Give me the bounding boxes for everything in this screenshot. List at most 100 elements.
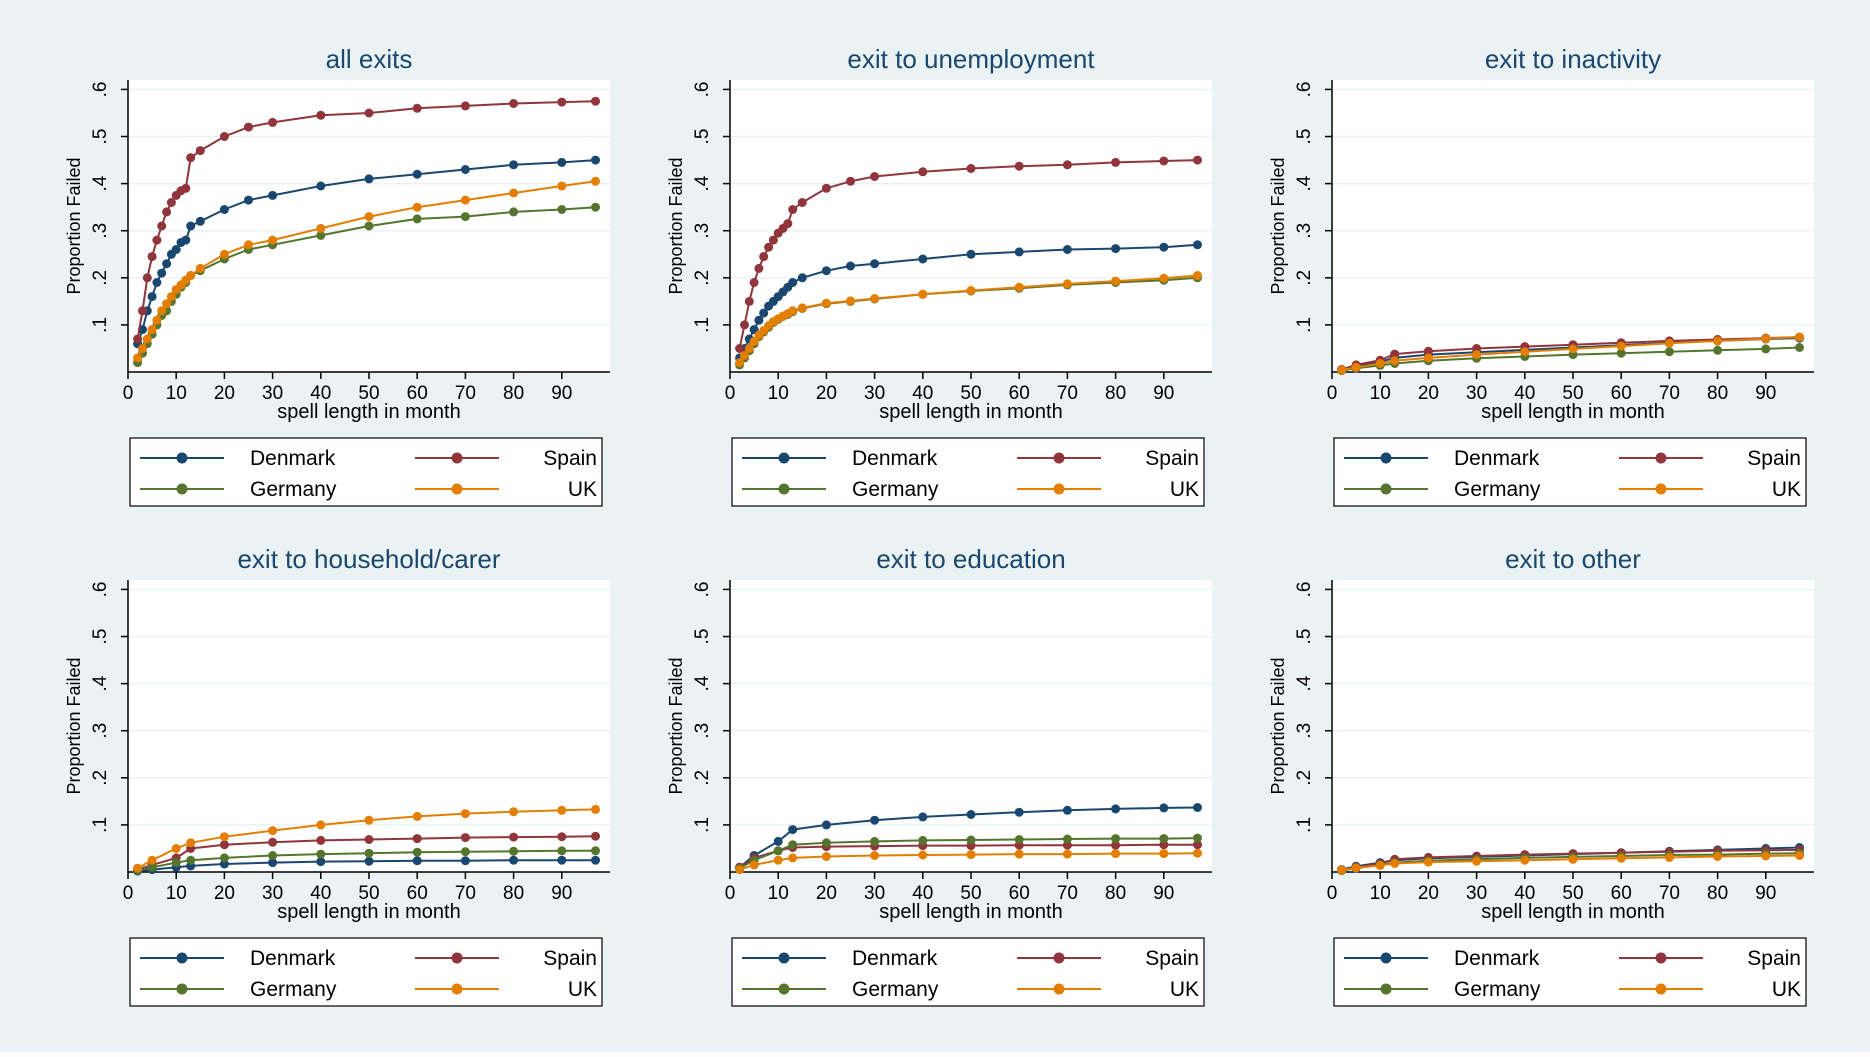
data-point-denmark [759,308,769,318]
x-tick-label: 40 [1514,383,1535,404]
y-tick-label: .6 [692,581,713,597]
data-point-spain [133,334,143,344]
panel-exit-to-other: .1 .2 .3 .4 .5 .6 0 10 20 30 40 50 60 70 80 90 exit to o… [1268,544,1814,1007]
data-point-germany [186,855,196,865]
data-point-uk [244,240,253,250]
x-tick-label: 70 [455,883,476,904]
plot-area [1332,80,1814,372]
data-point-denmark [244,195,253,205]
data-point-spain [152,235,162,245]
legend-key-spain [1017,952,1101,964]
x-tick-label: 30 [1466,383,1487,404]
data-point-spain [412,834,422,844]
data-point-germany [1062,834,1072,844]
data-point-denmark [1062,245,1072,254]
legend-key-marker [1380,952,1392,964]
data-point-uk [1664,852,1674,862]
data-point-uk [1616,853,1626,863]
x-tick-label: 50 [358,883,379,904]
y-tick-label: .5 [90,629,111,645]
data-point-uk [918,289,928,299]
y-tick-label: .3 [692,723,713,739]
data-point-uk [509,807,519,817]
data-point-uk [1111,849,1121,859]
legend-key-marker [1655,983,1667,995]
data-point-spain [1193,840,1202,850]
x-axis-label: spell length in month [277,901,460,923]
data-point-denmark [195,216,205,226]
data-point-denmark [788,278,798,287]
y-tick-label: .5 [1294,129,1315,145]
chart-title: exit to other [1505,544,1641,574]
y-tick-label: .2 [1294,770,1315,786]
data-point-spain [768,235,778,245]
x-tick-label: 10 [1370,883,1391,904]
data-point-denmark [821,266,831,276]
legend-key-germany [1344,483,1428,495]
legend-key-marker [176,483,188,495]
legend-label: Denmark [852,947,938,970]
legend-key-marker [176,952,188,964]
legend-key-marker [176,983,188,995]
y-tick-label: .2 [692,270,713,286]
data-point-denmark [821,820,831,830]
data-point-spain [316,110,326,120]
y-tick-label: .4 [692,175,713,191]
data-point-uk [268,826,278,836]
data-point-spain [1390,349,1400,359]
legend-key-spain [1017,452,1101,464]
data-point-uk [1713,852,1723,861]
chart-title: exit to inactivity [1485,44,1661,74]
x-tick-label: 90 [1153,883,1174,904]
data-point-uk [1337,865,1347,875]
data-point-spain [316,835,326,845]
data-point-denmark [460,165,470,174]
data-point-denmark [219,205,229,214]
data-point-uk [171,844,181,853]
x-tick-label: 10 [1370,383,1391,404]
data-point-uk [1014,849,1024,859]
panel-exit-to-inactivity: .1 .2 .3 .4 .5 .6 0 10 20 30 40 50 60 70 80 90 exit to i… [1268,44,1814,507]
legend-key-germany [742,483,826,495]
data-point-uk [1193,848,1202,858]
x-tick-label: 60 [1009,883,1030,904]
y-tick-label: .6 [1294,81,1315,97]
data-point-spain [1062,160,1072,170]
data-point-uk [1159,849,1169,859]
legend-label: Denmark [852,447,938,470]
data-point-spain [966,164,976,173]
x-axis-label: spell length in month [277,401,460,423]
x-tick-label: 40 [912,883,933,904]
data-point-spain [364,835,374,844]
data-point-uk [364,212,374,222]
x-tick-label: 30 [864,883,885,904]
legend-key-denmark [1344,452,1428,464]
data-point-spain [157,221,167,231]
legend-key-marker [1380,983,1392,995]
data-point-denmark [460,856,470,866]
y-tick-label: .4 [90,675,111,691]
data-point-uk [773,855,783,865]
x-axis-label: spell length in month [1481,901,1664,923]
y-tick-label: .3 [90,223,111,239]
data-point-spain [1111,157,1121,167]
data-point-uk [797,303,807,313]
data-point-uk [1111,276,1121,286]
data-point-uk [1664,338,1674,348]
data-point-spain [735,344,745,353]
legend-key-marker [778,483,790,495]
data-point-uk [186,838,196,848]
data-point-denmark [788,825,798,835]
chart-title: all exits [326,44,413,74]
x-tick-label: 20 [214,883,235,904]
data-point-uk [1193,271,1202,280]
panel-exit-to-household-carer: .1 .2 .3 .4 .5 .6 0 10 20 30 40 50 60 70 80 90 exit to h… [64,544,610,1007]
data-point-germany [1713,345,1723,355]
data-point-denmark [966,249,976,259]
legend-label: Spain [543,447,597,470]
data-point-denmark [147,292,157,302]
x-tick-label: 90 [1755,883,1776,904]
legend-key-germany [742,983,826,995]
data-point-spain [195,146,205,156]
